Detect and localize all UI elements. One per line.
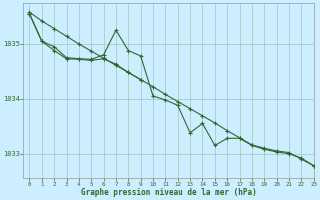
X-axis label: Graphe pression niveau de la mer (hPa): Graphe pression niveau de la mer (hPa) — [81, 188, 256, 197]
